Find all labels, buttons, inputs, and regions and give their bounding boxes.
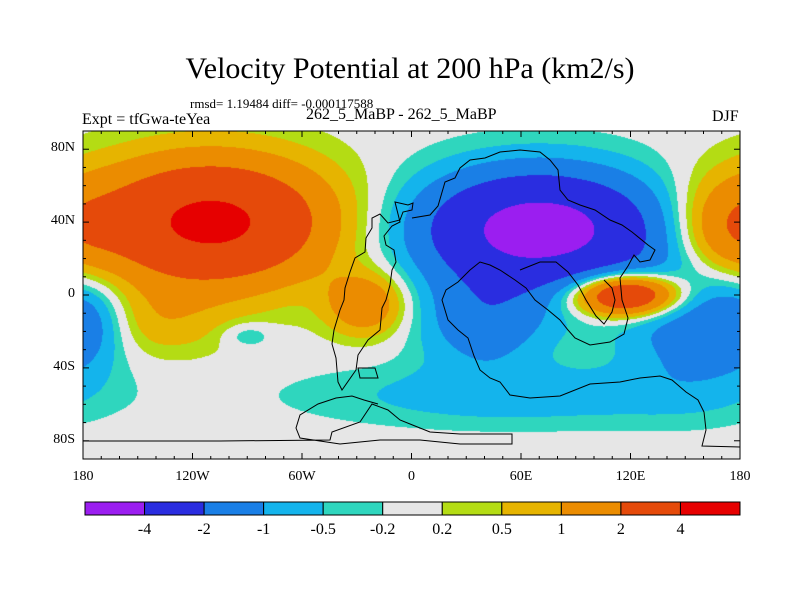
colorbar-swatch bbox=[322, 501, 384, 516]
x-tick-label: 120W bbox=[175, 469, 210, 484]
colorbar-swatch bbox=[560, 501, 622, 516]
arabia-india-coastline bbox=[519, 261, 616, 325]
antarctica-coastline bbox=[83, 395, 513, 445]
season-label: DJF bbox=[712, 108, 739, 125]
colorbar bbox=[84, 501, 741, 516]
colorbar-swatch bbox=[441, 501, 503, 516]
colorbar-swatch bbox=[203, 501, 265, 516]
colorbar-label: 0.5 bbox=[491, 521, 512, 538]
colorbar-label: -2 bbox=[197, 521, 211, 538]
x-tick-label: 180 bbox=[72, 469, 94, 484]
colorbar-swatch bbox=[84, 501, 146, 516]
colorbar-swatch bbox=[501, 501, 562, 516]
chart-title: Velocity Potential at 200 hPa (km2/s) bbox=[185, 52, 635, 85]
x-tick-label: 120E bbox=[615, 469, 646, 484]
colorbar-swatch bbox=[263, 501, 324, 516]
y-tick-label: 80N bbox=[50, 140, 75, 156]
experiment-label: Expt = tfGwa-teYea bbox=[82, 111, 211, 128]
y-tick-label: 40N bbox=[50, 213, 75, 229]
x-tick-label: 60E bbox=[509, 469, 533, 484]
colorbar-label: -0.5 bbox=[310, 521, 336, 538]
colorbar-swatch bbox=[144, 501, 205, 516]
caribbean-coastline bbox=[357, 367, 379, 379]
x-tick-label: 60W bbox=[288, 469, 316, 484]
colorbar-label: -1 bbox=[256, 521, 271, 538]
y-tick-label: 0 bbox=[68, 286, 75, 301]
x-tick-label: 180 bbox=[729, 469, 751, 484]
rmsd-diff-stats: rmsd= 1.19484 diff= -0.000117588 bbox=[190, 96, 374, 111]
africa-eurasia-coastline bbox=[411, 149, 740, 448]
colorbar-label: 2 bbox=[616, 521, 625, 538]
axis-tick-marks bbox=[82, 130, 741, 460]
colorbar-label: 0.2 bbox=[432, 521, 453, 538]
colorbar-label: 4 bbox=[676, 521, 685, 538]
case-label: 262_5_MaBP - 262_5_MaBP bbox=[306, 106, 497, 123]
x-tick-label: 0 bbox=[408, 469, 415, 484]
continent-outlines bbox=[83, 149, 740, 448]
colorbar-label: -0.2 bbox=[370, 521, 396, 538]
colorbar-swatch bbox=[382, 501, 443, 516]
y-tick-label: 40S bbox=[53, 358, 75, 374]
y-tick-label: 80S bbox=[53, 431, 75, 447]
colorbar-label: -4 bbox=[137, 521, 152, 538]
americas-coastline bbox=[331, 201, 414, 391]
contour-field bbox=[83, 131, 740, 459]
colorbar-swatch bbox=[620, 501, 681, 516]
colorbar-swatch bbox=[679, 501, 741, 516]
colorbar-label: 1 bbox=[557, 521, 566, 538]
